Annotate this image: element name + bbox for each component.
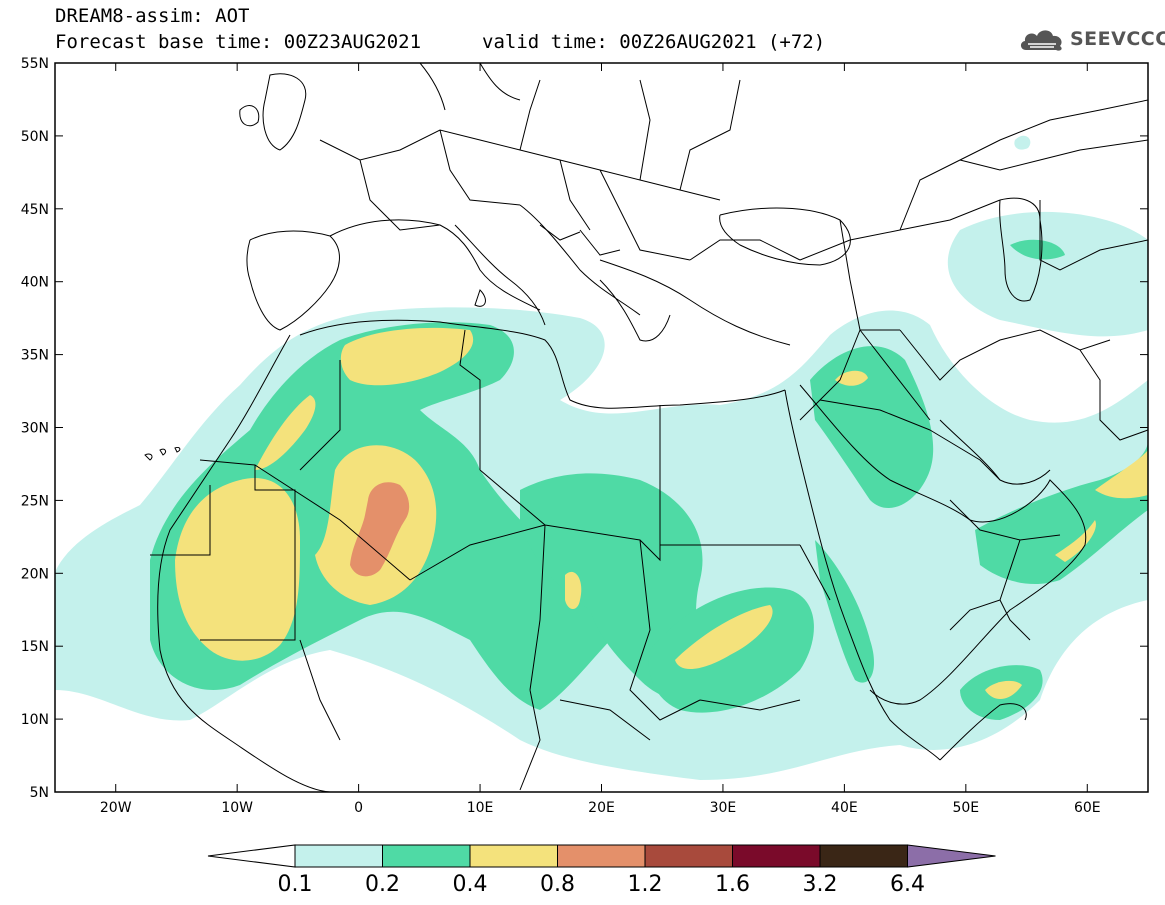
- aot-band-0.4-chad: [565, 571, 582, 609]
- borders-asia: [799, 99, 1148, 641]
- lon-tick-label: 20W: [100, 800, 132, 816]
- lat-tick-label: 45N: [21, 202, 49, 218]
- logo-text: SEEVCCC: [1070, 28, 1165, 50]
- colorbar-label: 0.1: [278, 872, 313, 897]
- colorbar-swatch: [382, 844, 471, 868]
- lat-tick-label: 25N: [21, 493, 49, 509]
- seevccc-logo: SEEVCCC: [1018, 26, 1165, 52]
- aot-band-0.1-north: [1014, 135, 1031, 150]
- aot-band-0.4-socotra: [985, 680, 1022, 700]
- lat-tick-label: 20N: [21, 566, 49, 582]
- colorbar-high-triangle: [907, 844, 996, 868]
- coastline-caspian: [999, 197, 1043, 302]
- colorbar-label: 1.2: [628, 872, 663, 897]
- colorbar-label: 1.6: [715, 872, 750, 897]
- lon-tick-label: 0: [354, 800, 363, 816]
- aot-band-0.8: [350, 482, 410, 577]
- lat-tick-label: 40N: [21, 275, 49, 291]
- lon-tick-label: 40E: [831, 800, 858, 816]
- lon-tick-label: 10W: [221, 800, 253, 816]
- colorbar-label: 3.2: [803, 872, 838, 897]
- coastline-uk: [239, 73, 307, 151]
- coastline-greece: [599, 279, 671, 342]
- valid-time: valid time: 00Z26AUG2021 (+72): [482, 31, 826, 53]
- lat-tick-label: 35N: [21, 348, 49, 364]
- coastline-black-sea: [719, 207, 851, 266]
- coastline-north-africa: [299, 319, 786, 409]
- lat-tick-label: 50N: [21, 129, 49, 145]
- map-title: DREAM8-assim: AOT: [55, 5, 250, 27]
- aot-band-0.2-arabia: [810, 346, 934, 509]
- colorbar: 0.1 0.2 0.4 0.8 1.2 1.6 3.2 6.4: [207, 844, 996, 897]
- coastlines-borders: [144, 63, 1148, 792]
- colorbar-swatch: [557, 844, 646, 868]
- lon-tick-label: 50E: [952, 800, 979, 816]
- aot-band-0.4-sudan: [675, 605, 773, 670]
- borders-africa: [150, 329, 831, 791]
- lon-tick-label: 10E: [467, 800, 494, 816]
- lat-tick-label: 15N: [21, 639, 49, 655]
- axis-ticks: 20W 10W 0 10E 20E 30E 40E 50E 60E 55N 50N 45N 40N 35N…: [21, 56, 1148, 816]
- colorbar-label: 0.2: [365, 872, 400, 897]
- colorbar-swatch: [469, 844, 558, 868]
- colorbar-label: 0.4: [453, 872, 488, 897]
- lon-tick-label: 20E: [588, 800, 615, 816]
- colorbar-swatch: [732, 844, 821, 868]
- coastline-canaries: [144, 447, 181, 461]
- coastline-italy: [454, 224, 546, 326]
- coastline-europe: [329, 204, 791, 346]
- aot-band-0.2-caspian: [1010, 239, 1065, 260]
- forecast-base-time: Forecast base time: 00Z23AUG2021: [55, 31, 422, 53]
- coastline-red-sea: [784, 389, 941, 761]
- coastline-arabia: [799, 384, 1087, 705]
- coastline-nw-africa: [157, 334, 331, 792]
- borders-europe: [319, 79, 801, 261]
- colorbar-swatch: [294, 844, 383, 868]
- colorbar-label: 0.8: [540, 872, 575, 897]
- aot-band-0.4-mauritania: [175, 478, 300, 661]
- coastline-scandinavia: [419, 63, 521, 111]
- lat-tick-label: 10N: [21, 712, 49, 728]
- coastline-horn: [939, 703, 1027, 761]
- aot-contours: [55, 135, 1148, 780]
- aot-band-0.4-oman: [1055, 520, 1096, 562]
- aot-band-0.1-caspian: [947, 211, 1148, 337]
- aot-band-0.4-coast: [255, 395, 316, 470]
- aot-band-0.4-morocco: [340, 327, 474, 386]
- lat-tick-label: 30N: [21, 421, 49, 437]
- lat-tick-label: 5N: [30, 785, 49, 801]
- coastline-iberia: [246, 230, 340, 331]
- lon-tick-label: 60E: [1074, 800, 1101, 816]
- colorbar-swatch: [819, 844, 908, 868]
- colorbar-low-triangle: [207, 844, 296, 868]
- lon-tick-label: 30E: [710, 800, 737, 816]
- aot-band-0.4-iraq: [835, 370, 868, 386]
- cloud-icon: [1020, 30, 1062, 51]
- aot-band-0.4-uae: [1095, 450, 1148, 499]
- colorbar-swatch: [644, 844, 733, 868]
- lat-tick-label: 55N: [21, 56, 49, 72]
- colorbar-label: 6.4: [890, 872, 925, 897]
- aot-band-0.2-oman: [975, 440, 1148, 585]
